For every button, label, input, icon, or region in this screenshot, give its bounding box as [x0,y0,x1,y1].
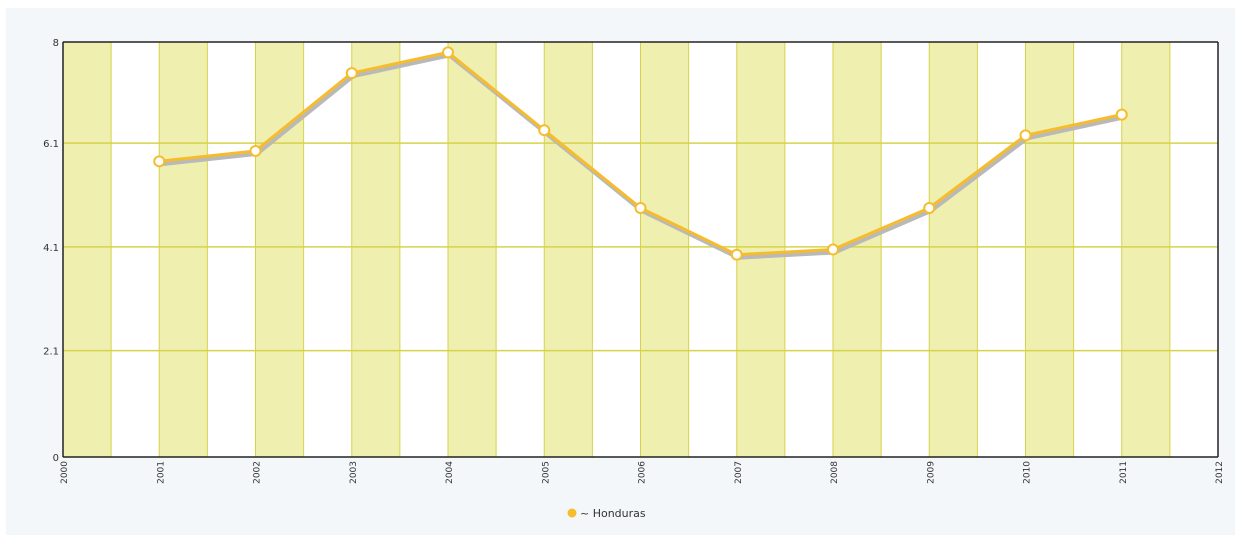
data-point [345,67,358,80]
band-shade [543,41,593,458]
data-point [730,248,743,261]
band-shade [1025,41,1075,458]
band-shade [447,41,497,458]
band-shade [62,41,112,458]
data-point [442,46,454,59]
y-tick-label: 4.1 [43,243,59,254]
band-shade [158,41,208,458]
data-point [249,144,262,157]
x-tick-label: 2011 [1119,461,1129,484]
band-shade [736,41,786,458]
data-point [923,202,936,214]
y-tick-label: 2.1 [43,347,59,358]
x-tick-label: 2001 [156,461,166,484]
x-tick-label: 2007 [734,461,744,484]
y-tick-label: 8 [53,38,59,49]
band-shade [351,41,401,458]
band-shade [1121,41,1171,458]
band-shade [255,41,305,458]
x-tick-label: 2009 [926,461,936,484]
data-point [153,155,166,168]
y-tick-label: 6.1 [43,139,59,150]
x-tick-label: 2005 [541,461,551,484]
x-tick-label: 2006 [638,461,648,484]
band-shade [928,41,978,458]
data-point [538,124,551,137]
data-point [1115,108,1128,121]
x-tick-label: 2012 [1215,461,1225,484]
legend-label: ~ Honduras [580,507,646,520]
band-shade [640,41,690,458]
x-tick-label: 2004 [445,461,455,484]
y-tick-label: 0 [53,453,59,464]
x-tick-label: 2008 [830,461,840,484]
x-tick-label: 2002 [253,461,263,484]
x-tick-label: 2003 [349,461,359,484]
x-tick-label: 2010 [1023,461,1033,484]
data-point [827,243,839,256]
data-point [634,202,647,214]
legend: ~ Honduras [567,507,646,520]
x-tick-label: 2000 [60,461,70,484]
legend-marker [567,508,577,518]
data-point [1019,129,1032,142]
